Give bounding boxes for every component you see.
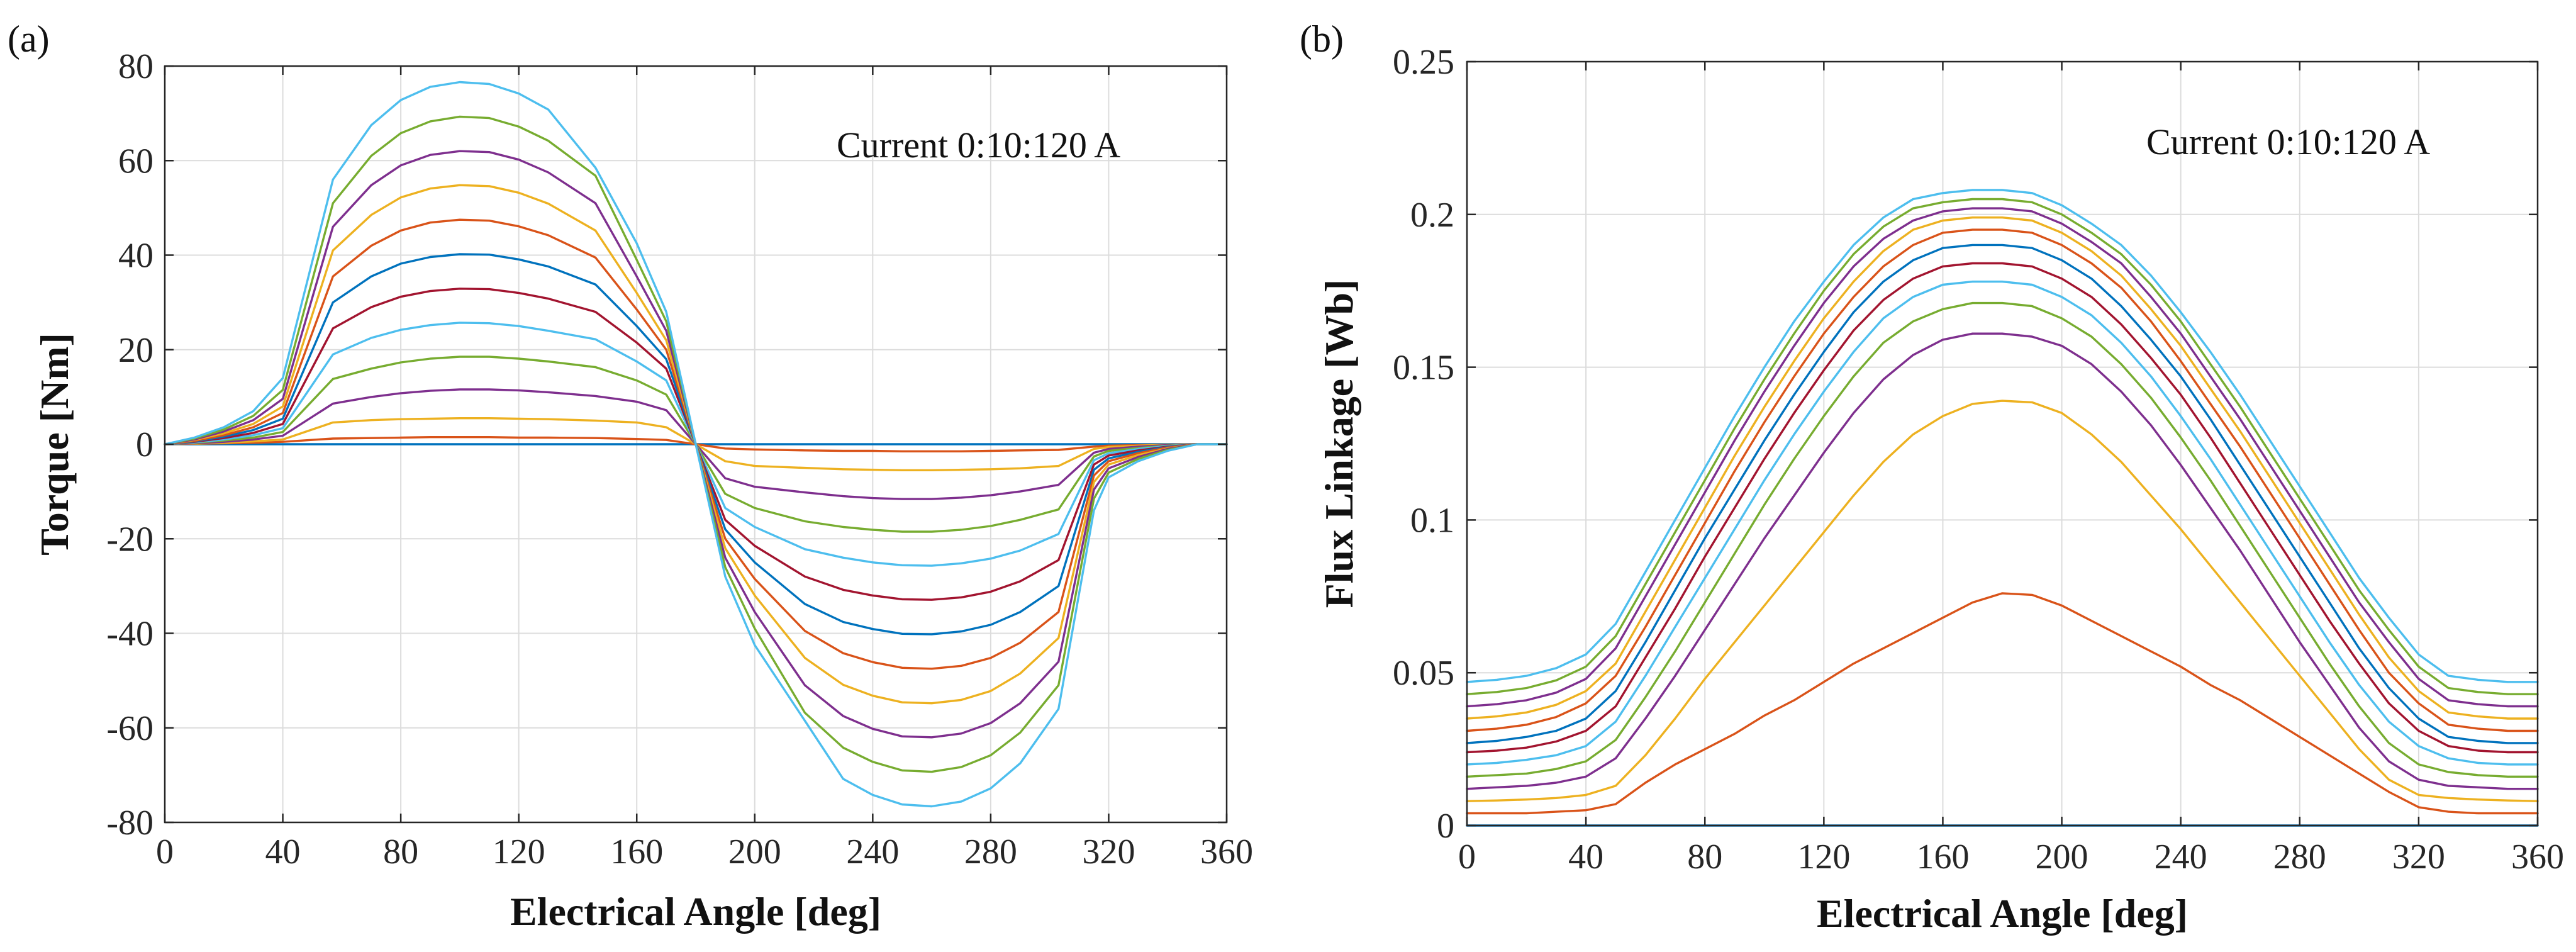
flux-linkage-chart: (b) 0 40 80 120 160 200 240 280 320 360 0 0.05 0.1 0.…: [1300, 18, 2564, 936]
flux-y-tick-label: 0.1: [1410, 501, 1454, 540]
flux-series-110a: [1466, 198, 2539, 695]
flux-x-tick-label: 320: [2392, 837, 2445, 876]
flux-x-tick-label: 200: [2036, 837, 2088, 876]
torque-y-tick-label: 60: [118, 142, 153, 181]
torque-x-tick-label: 320: [1082, 832, 1135, 871]
flux-series-10a: [1466, 592, 2539, 815]
panel-a-letter: (a): [8, 18, 50, 60]
flux-series-30a: [1466, 332, 2539, 790]
torque-y-tick-label: -60: [106, 709, 153, 748]
torque-y-tick-label: -80: [106, 804, 153, 843]
torque-x-tick-label: 360: [1200, 832, 1253, 871]
torque-current-note: Current 0:10:120 A: [837, 125, 1120, 165]
torque-x-tick-label: 200: [728, 832, 781, 871]
torque-y-tick-label: -20: [106, 520, 153, 559]
torque-x-tick-label: 80: [383, 832, 418, 871]
flux-x-tick-label: 160: [1916, 837, 1969, 876]
torque-chart: (a) 0 40 80 120 160 200 240 280 320 360-80-60-40-…: [8, 18, 1253, 934]
flux-x-tick-label: 80: [1687, 837, 1722, 876]
torque-x-tick-label: 240: [846, 832, 899, 871]
flux-current-note: Current 0:10:120 A: [2146, 121, 2430, 162]
torque-y-tick-label: -40: [106, 615, 153, 654]
flux-x-axis-label: Electrical Angle [deg]: [1817, 891, 2188, 936]
flux-series-20a: [1466, 400, 2539, 802]
torque-y-tick-label: 0: [136, 425, 153, 464]
torque-series: [164, 81, 1228, 808]
torque-series-70a: [164, 253, 1228, 636]
torque-x-tick-label: 40: [265, 832, 301, 871]
torque-x-tick-label: 120: [493, 832, 545, 871]
flux-y-tick-label: 0.2: [1410, 196, 1454, 235]
torque-x-tick-label: 160: [610, 832, 663, 871]
flux-series-60a: [1466, 262, 2539, 754]
torque-x-tick-label: 280: [964, 832, 1017, 871]
flux-ticks: 0 40 80 120 160 200 240 280 320 360 0 0.05 0.1 0.15 0.…: [1393, 43, 2564, 876]
flux-series-120a: [1466, 189, 2539, 683]
flux-x-tick-label: 120: [1797, 837, 1850, 876]
torque-y-tick-label: 20: [118, 331, 153, 370]
torque-x-axis-label: Electrical Angle [deg]: [510, 889, 881, 934]
torque-y-tick-label: 40: [118, 237, 153, 276]
torque-series-120a: [164, 81, 1228, 808]
flux-series-50a: [1466, 280, 2539, 766]
flux-series: [1466, 189, 2539, 827]
flux-series-100a: [1466, 207, 2539, 708]
flux-grid: [1466, 61, 2538, 826]
torque-series-90a: [164, 184, 1228, 705]
torque-y-tick-label: 80: [118, 47, 153, 86]
torque-series-40a: [164, 356, 1228, 533]
torque-series-60a: [164, 288, 1228, 601]
flux-x-tick-label: 40: [1568, 837, 1603, 876]
flux-x-tick-label: 360: [2511, 837, 2564, 876]
torque-series-30a: [164, 388, 1228, 500]
flux-x-tick-label: 0: [1458, 837, 1476, 876]
panel-b-letter: (b): [1300, 18, 1344, 60]
flux-y-tick-label: 0.05: [1393, 654, 1454, 693]
torque-y-axis-label: Torque [Nm]: [32, 333, 77, 556]
flux-series-70a: [1466, 244, 2539, 744]
flux-y-tick-label: 0.15: [1393, 349, 1454, 388]
torque-x-tick-label: 0: [156, 832, 174, 871]
flux-series-40a: [1466, 301, 2539, 778]
torque-series-50a: [164, 322, 1228, 567]
flux-x-tick-label: 280: [2273, 837, 2326, 876]
torque-series-80a: [164, 218, 1228, 670]
torque-series-10a: [164, 436, 1228, 452]
flux-y-tick-label: 0: [1437, 807, 1454, 846]
flux-x-tick-label: 240: [2155, 837, 2207, 876]
flux-y-axis-label: Flux Linkage [Wb]: [1317, 279, 1361, 608]
torque-ticks: 0 40 80 120 160 200 240 280 320 360 -80 -60 -40 -20 0 2…: [106, 47, 1253, 871]
flux-axes-frame: [1466, 60, 2539, 827]
flux-series-90a: [1466, 216, 2539, 720]
flux-y-tick-label: 0.25: [1393, 43, 1454, 82]
torque-series-20a: [164, 417, 1228, 471]
flux-series-80a: [1466, 228, 2539, 732]
torque-series-100a: [164, 150, 1228, 739]
